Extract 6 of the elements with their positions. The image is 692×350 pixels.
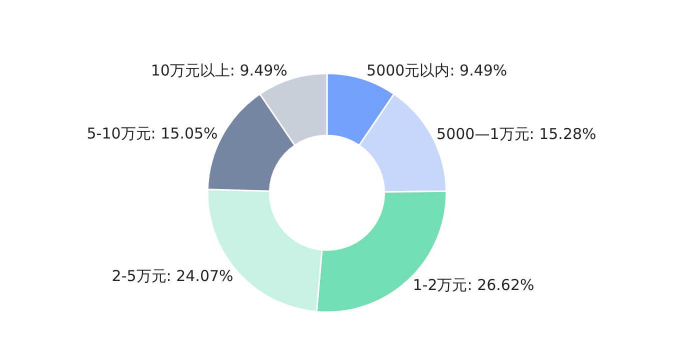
slice-label: 5-10万元: 15.05%: [86, 124, 218, 142]
slice-label: 5000—1万元: 15.28%: [436, 125, 596, 144]
slice-label: 10万元以上: 9.49%: [150, 61, 288, 80]
slice-label: 2-5万元: 24.07%: [112, 267, 234, 286]
slice-label: 1-2万元: 26.62%: [412, 276, 534, 294]
slice-label: 5000元以内: 9.49%: [366, 61, 508, 80]
